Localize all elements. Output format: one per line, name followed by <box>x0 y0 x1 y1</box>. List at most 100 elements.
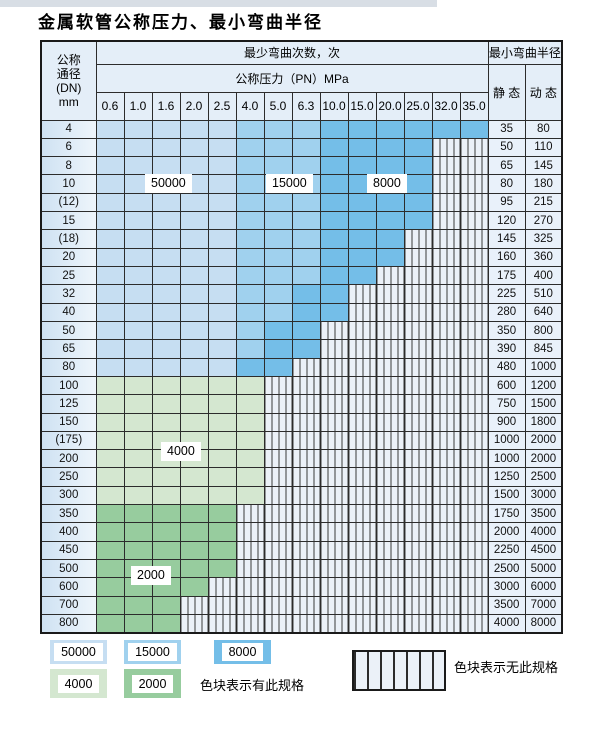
spec-cell <box>123 265 153 286</box>
no-spec-cell <box>207 577 237 597</box>
dynamic-radius-cell: 5000 <box>524 558 563 579</box>
no-spec-cell <box>459 302 489 322</box>
no-spec-cell <box>375 284 405 304</box>
dn-cell: 40 <box>40 302 97 322</box>
no-spec-cell <box>403 577 433 597</box>
dynamic-radius-cell: 640 <box>524 302 563 322</box>
spec-cell <box>347 229 377 249</box>
spec-cell <box>95 558 125 579</box>
pressure-header-cell: 2.5 <box>207 91 237 121</box>
spec-cell <box>235 156 265 176</box>
no-spec-cell <box>347 302 377 322</box>
spec-cell <box>207 504 237 524</box>
spec-cell <box>179 357 209 377</box>
spec-cell <box>319 265 349 286</box>
no-spec-cell <box>403 504 433 524</box>
pressure-header-cell: 20.0 <box>375 91 405 121</box>
no-spec-cell <box>431 265 461 286</box>
spec-cell <box>95 211 125 231</box>
no-spec-cell <box>403 247 433 268</box>
table-row: 65 390 845 <box>40 339 563 359</box>
no-spec-cell <box>431 449 461 469</box>
spec-cell <box>319 284 349 304</box>
spec-cell <box>123 320 153 341</box>
spec-cell <box>151 357 181 377</box>
spec-cell <box>207 265 237 286</box>
no-spec-cell <box>263 595 293 615</box>
spec-cell <box>95 375 125 396</box>
table-row: 700 3500 7000 <box>40 595 563 615</box>
spec-cell <box>123 119 153 139</box>
static-radius-cell: 160 <box>487 247 526 268</box>
spec-cell <box>235 284 265 304</box>
header-dn-line: (DN) <box>56 80 82 95</box>
spec-cell <box>123 595 153 615</box>
spec-cell <box>431 119 461 139</box>
no-spec-cell <box>375 613 405 634</box>
pressure-header-cell: 1.0 <box>123 91 153 121</box>
spec-cell <box>95 485 125 506</box>
spec-cell <box>319 247 349 268</box>
spec-cell <box>151 211 181 231</box>
spec-cell <box>151 137 181 158</box>
no-spec-cell <box>431 595 461 615</box>
spec-cell <box>319 137 349 158</box>
dynamic-radius-cell: 4500 <box>524 540 563 561</box>
no-spec-cell <box>263 577 293 597</box>
dynamic-radius-cell: 8000 <box>524 613 563 634</box>
spec-cell <box>151 522 181 542</box>
no-spec-cell <box>347 430 377 451</box>
spec-cell <box>263 119 293 139</box>
no-spec-cell <box>263 485 293 506</box>
spec-cell <box>291 284 321 304</box>
dn-cell: 500 <box>40 558 97 579</box>
no-spec-cell <box>263 540 293 561</box>
spec-cell <box>291 211 321 231</box>
spec-cell <box>207 467 237 487</box>
spec-cell <box>179 467 209 487</box>
spec-cell <box>207 320 237 341</box>
static-radius-cell: 35 <box>487 119 526 139</box>
no-spec-cell <box>375 320 405 341</box>
no-spec-cell <box>319 357 349 377</box>
table-row: (12) 95 215 <box>40 192 563 213</box>
spec-cell <box>263 339 293 359</box>
spec-cell <box>235 137 265 158</box>
no-spec-cell <box>403 284 433 304</box>
dn-cell: 4 <box>40 119 97 139</box>
dynamic-radius-cell: 270 <box>524 211 563 231</box>
no-spec-cell <box>403 302 433 322</box>
dynamic-radius-cell: 7000 <box>524 595 563 615</box>
spec-cell <box>151 247 181 268</box>
no-spec-cell <box>319 558 349 579</box>
no-spec-cell <box>263 467 293 487</box>
pressure-header-cell: 1.6 <box>151 91 181 121</box>
spec-cell <box>319 211 349 231</box>
no-spec-cell <box>431 558 461 579</box>
no-spec-cell <box>235 577 265 597</box>
legend-swatch: 50000 <box>50 640 107 664</box>
spec-cell <box>235 449 265 469</box>
static-radius-cell: 2500 <box>487 558 526 579</box>
dynamic-radius-cell: 180 <box>524 174 563 194</box>
spec-cell <box>151 156 181 176</box>
no-spec-cell <box>403 613 433 634</box>
spec-cell <box>151 229 181 249</box>
no-spec-cell <box>431 522 461 542</box>
table-row: 25 175 400 <box>40 265 563 286</box>
spec-cell <box>151 412 181 432</box>
pressure-header-cell: 10.0 <box>319 91 349 121</box>
no-spec-cell <box>347 540 377 561</box>
no-spec-cell <box>347 320 377 341</box>
no-spec-cell <box>291 485 321 506</box>
no-spec-cell <box>263 522 293 542</box>
no-spec-cell <box>319 522 349 542</box>
spec-cell <box>263 357 293 377</box>
dn-cell: 25 <box>40 265 97 286</box>
spec-cell <box>403 119 433 139</box>
spec-cell <box>263 284 293 304</box>
spec-cell <box>179 284 209 304</box>
legend-swatch-label: 2000 <box>131 674 174 693</box>
dn-cell: 150 <box>40 412 97 432</box>
no-spec-cell <box>459 467 489 487</box>
